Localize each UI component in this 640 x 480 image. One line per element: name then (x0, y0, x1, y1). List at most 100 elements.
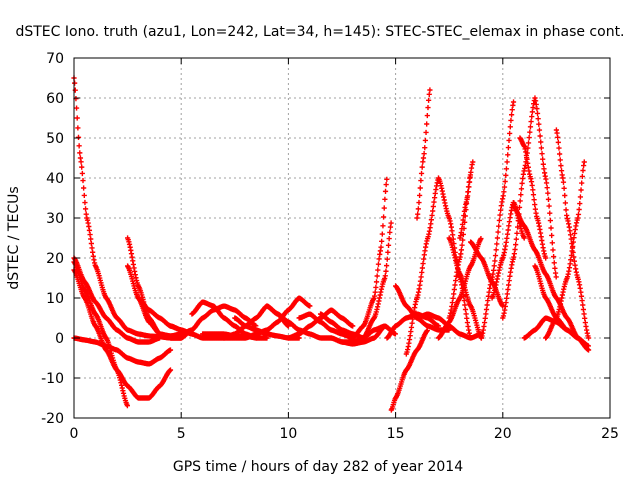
data-point (527, 129, 533, 135)
data-point (79, 164, 85, 170)
data-point (496, 217, 502, 224)
data-point (80, 177, 86, 184)
series-arc15 (242, 295, 313, 341)
data-point (466, 184, 472, 190)
data-point (495, 229, 501, 235)
data-point (585, 343, 591, 349)
data-point (418, 170, 425, 177)
data-point (568, 252, 575, 259)
data-point (545, 190, 551, 196)
data-point (585, 335, 592, 341)
data-point (376, 256, 382, 262)
data-point (492, 252, 499, 259)
data-point (504, 159, 510, 165)
data-point (552, 265, 558, 271)
data-point (426, 97, 432, 103)
data-point (557, 151, 563, 157)
data-point (307, 303, 313, 309)
data-point (547, 217, 553, 224)
data-point (501, 184, 508, 190)
data-point (513, 236, 519, 242)
y-tick-label: 0 (55, 331, 64, 347)
y-tick-label: 70 (46, 51, 64, 67)
data-point (560, 179, 567, 185)
data-point (451, 291, 457, 297)
data-point (502, 178, 508, 185)
data-point (546, 203, 552, 209)
data-point (538, 139, 544, 145)
data-point (553, 274, 559, 280)
data-point (505, 145, 511, 151)
data-point (532, 201, 538, 208)
data-point (388, 220, 394, 226)
y-axis-label: dSTEC / TECUs (6, 186, 22, 289)
data-point (422, 137, 429, 144)
series-arc43 (532, 263, 591, 349)
data-point (417, 185, 423, 191)
data-point (430, 203, 436, 210)
data-point (384, 176, 390, 182)
data-point (531, 197, 537, 203)
data-point (508, 117, 514, 124)
series-arc3 (71, 267, 174, 401)
data-point (549, 240, 555, 246)
data-point (576, 206, 582, 213)
data-point (424, 327, 430, 334)
data-point (581, 159, 587, 165)
y-tick-label: 10 (46, 291, 64, 307)
data-point (462, 302, 468, 308)
data-point (518, 192, 524, 198)
data-point (372, 289, 378, 295)
data-point (378, 244, 384, 250)
data-point (569, 248, 575, 254)
data-point (167, 367, 174, 373)
data-point (82, 206, 89, 212)
data-point (580, 306, 587, 313)
data-point (381, 205, 387, 211)
y-tick-label: 60 (46, 91, 64, 107)
data-point (380, 223, 386, 229)
data-point (504, 291, 510, 297)
data-point (427, 87, 433, 93)
data-point (382, 196, 388, 202)
data-point (458, 247, 465, 253)
data-point (421, 151, 427, 157)
data-point (467, 174, 473, 180)
data-point (549, 232, 555, 239)
data-point (562, 192, 568, 199)
data-point (423, 129, 429, 136)
series-arc5 (71, 255, 163, 345)
data-point (536, 127, 543, 133)
data-point (81, 192, 87, 199)
data-point (529, 182, 535, 189)
data-point (483, 311, 489, 317)
data-point (534, 110, 541, 117)
data-point (507, 130, 513, 137)
data-point (512, 246, 518, 253)
data-point (577, 200, 583, 207)
data-point (460, 217, 466, 223)
data-point (383, 181, 389, 188)
data-point (478, 236, 484, 242)
data-point (577, 194, 584, 200)
data-point (538, 145, 544, 151)
data-point (503, 166, 510, 172)
data-point (570, 239, 576, 245)
x-tick-label: 5 (177, 426, 186, 442)
y-tick-label: 40 (46, 171, 64, 187)
data-point (73, 105, 80, 111)
data-point (392, 331, 398, 337)
data-point (545, 196, 552, 202)
data-point (537, 133, 543, 139)
data-point (528, 118, 534, 125)
series-arc35 (478, 99, 517, 341)
data-point (580, 167, 586, 174)
data-point (519, 180, 525, 186)
series-arc16 (264, 303, 334, 341)
data-point (452, 282, 458, 288)
series-arc22 (350, 176, 390, 341)
data-point (383, 263, 390, 269)
data-point (529, 113, 535, 120)
data-point (503, 172, 509, 178)
